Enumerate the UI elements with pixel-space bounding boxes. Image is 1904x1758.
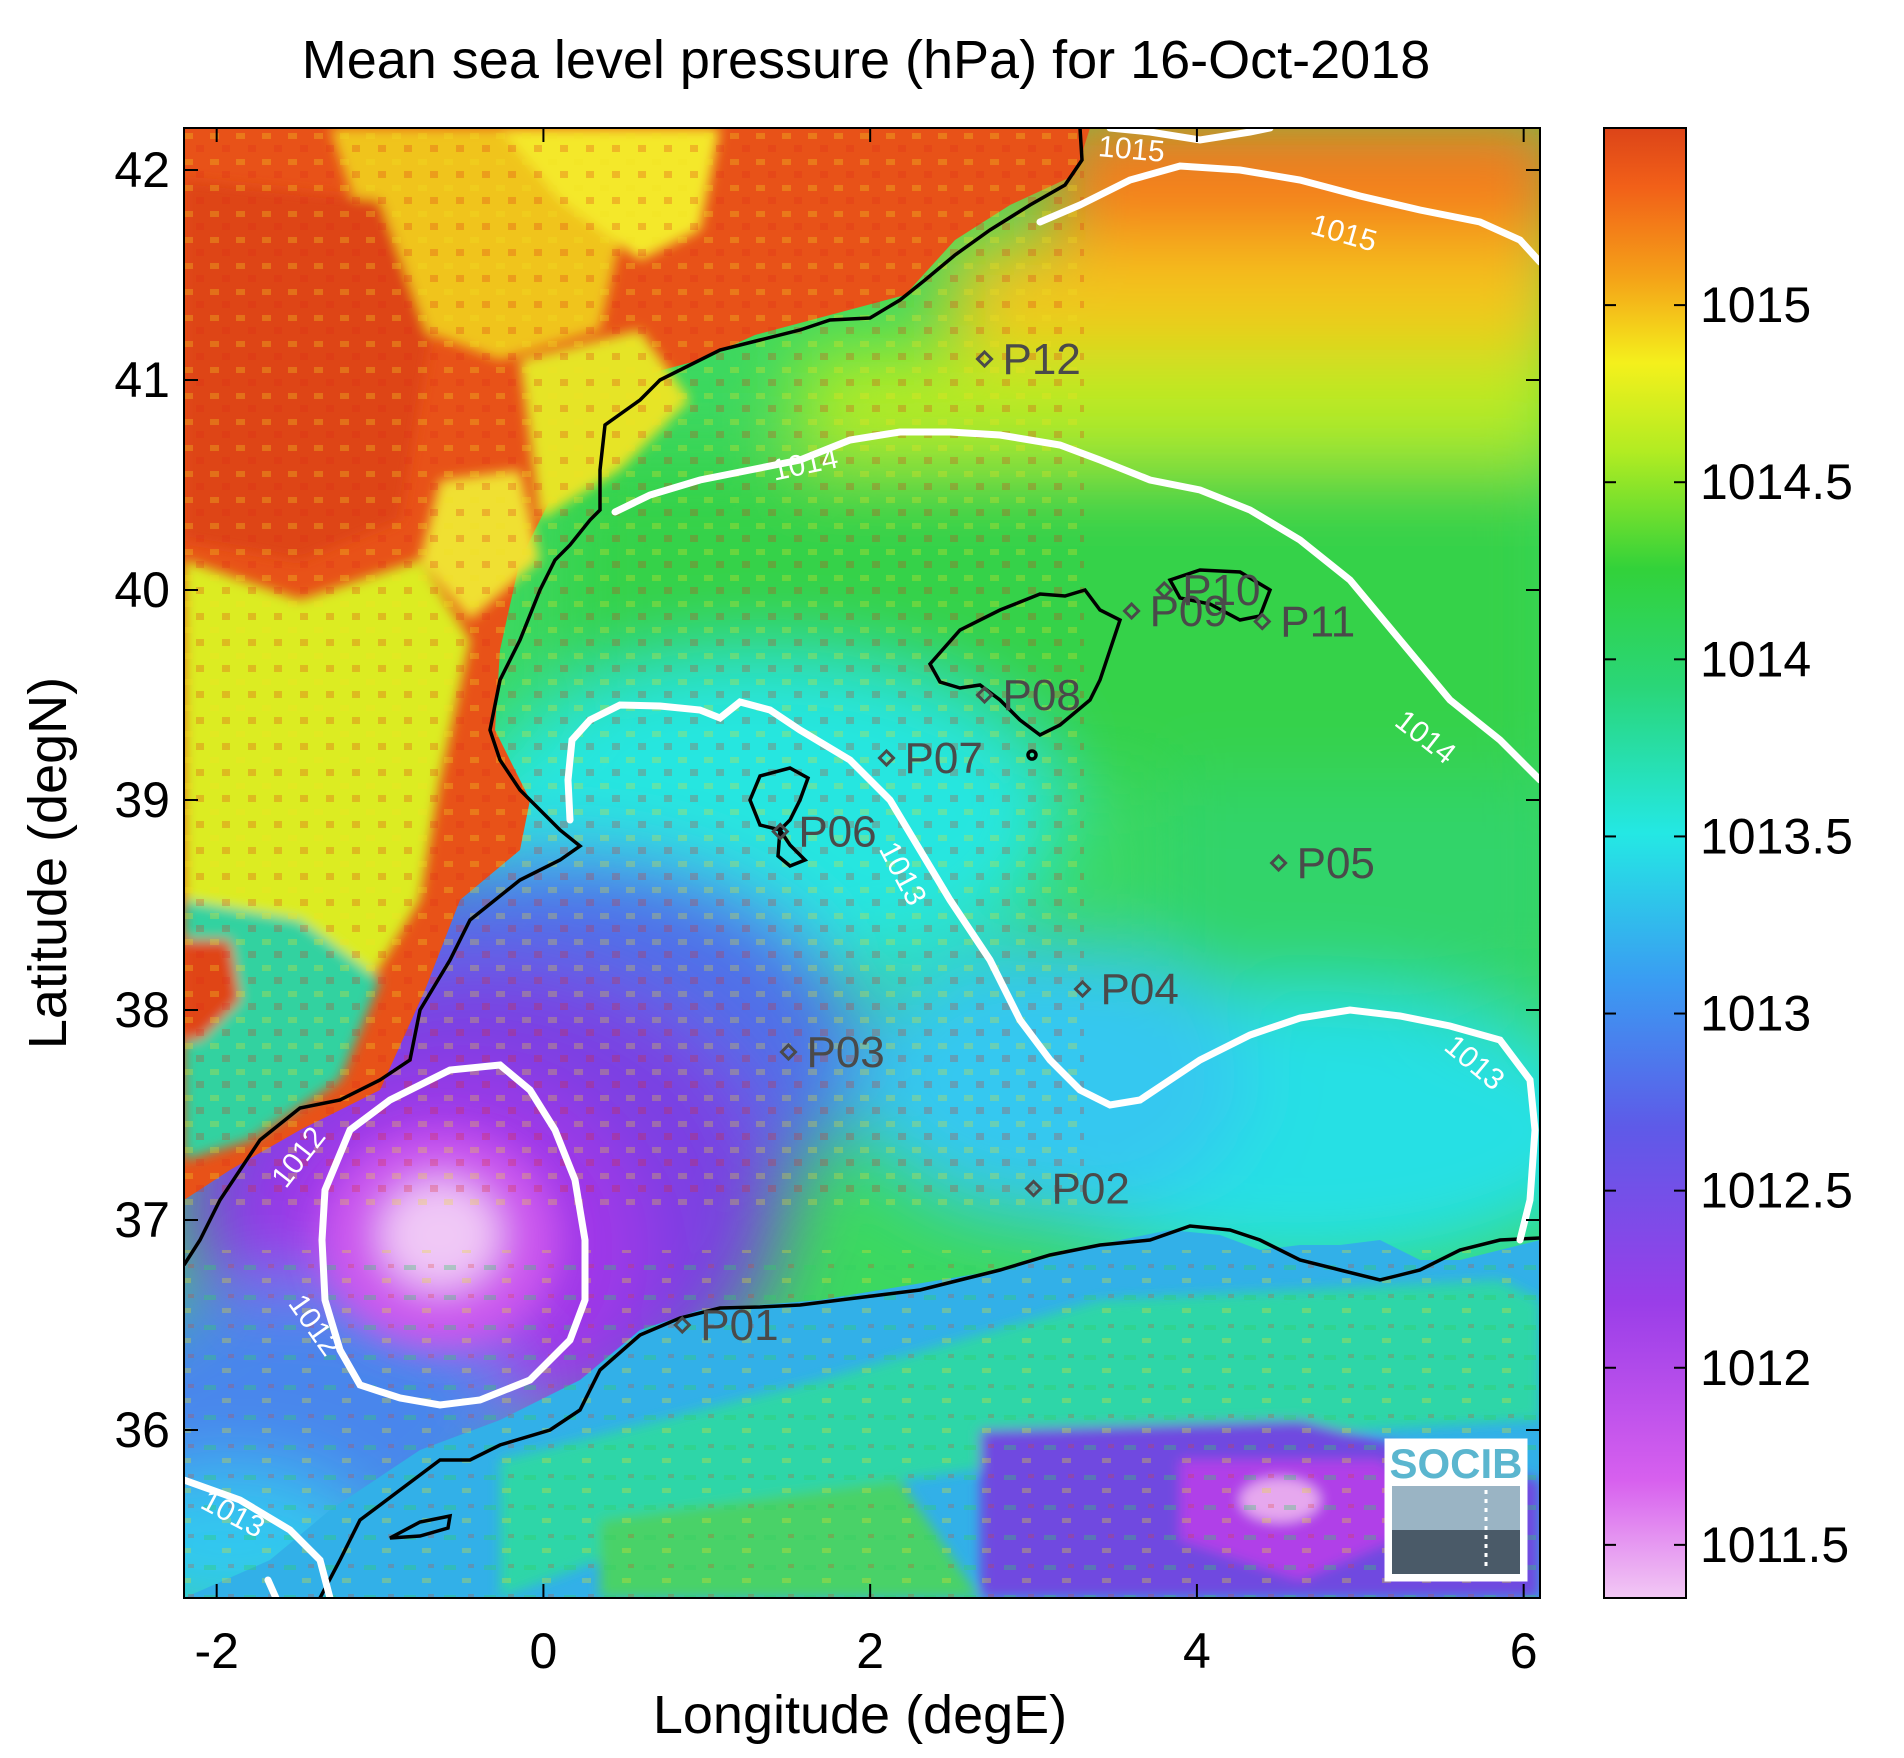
colorbar-gradient [1603, 127, 1687, 1599]
station-marker [673, 1315, 692, 1335]
station-label: P12 [1003, 335, 1081, 384]
station-marker [1155, 580, 1174, 600]
africa-land [184, 1230, 1540, 1598]
station-label: P04 [1101, 965, 1179, 1014]
y-tick-label: 41 [114, 352, 170, 408]
socib-logo: SOCIB [1384, 1438, 1528, 1582]
station-marker [1122, 601, 1141, 621]
colorbar-tick-label: 1015 [1700, 277, 1811, 333]
colorbar-tick-label: 1013.5 [1700, 808, 1853, 864]
y-tick-label: 37 [114, 1192, 170, 1248]
x-tick-label: 2 [856, 1623, 884, 1679]
colorbar-tick-label: 1014 [1700, 631, 1811, 687]
plot-frame [183, 127, 1541, 1599]
x-tick-label: 4 [1183, 1623, 1211, 1679]
station-marker [1269, 853, 1288, 873]
colorbar-tick-label: 1013 [1700, 986, 1811, 1042]
iberia-land [184, 128, 1090, 1208]
chart-title: Mean sea level pressure (hPa) for 16-Oct… [302, 30, 1431, 90]
station-marker [1253, 612, 1272, 631]
y-tick-label: 42 [114, 142, 170, 198]
x-axis-ticks: -2 0 2 4 6 [194, 128, 1538, 1679]
station-marker [1024, 1179, 1043, 1198]
station-marker [771, 822, 790, 841]
station-label: P03 [806, 1028, 884, 1077]
pressure-field [184, 128, 1540, 1598]
y-tick-label: 39 [114, 772, 170, 828]
colorbar-tick-label: 1014.5 [1700, 454, 1853, 510]
colorbar-tick-label: 1012 [1700, 1340, 1811, 1396]
station-marker [1073, 979, 1092, 999]
station-marker [877, 748, 896, 768]
x-tick-label: 6 [1510, 1623, 1538, 1679]
y-tick-label: 38 [114, 982, 170, 1038]
y-axis-ticks: 36 37 38 39 40 41 42 [114, 142, 1540, 1458]
station-marker [779, 1042, 798, 1062]
x-tick-label: -2 [194, 1623, 238, 1679]
station-label: P10 [1182, 566, 1260, 615]
station-label: P06 [798, 808, 876, 857]
x-axis-label: Longitude (degE) [653, 1685, 1067, 1745]
colorbar-tick-label: 1012.5 [1700, 1163, 1853, 1219]
coastline [184, 128, 1540, 1598]
isobar-contours [184, 128, 1540, 1598]
y-axis-label: Latitude (degN) [18, 677, 78, 1049]
station-label: P08 [1003, 671, 1081, 720]
station-label: P07 [905, 734, 983, 783]
station-label: P02 [1052, 1165, 1130, 1214]
contour-label: 1015 [1097, 130, 1166, 169]
station-label: P11 [1280, 598, 1355, 647]
station-label: P05 [1297, 839, 1375, 888]
station-marker [975, 685, 994, 705]
x-tick-label: 0 [530, 1623, 558, 1679]
station-label: P01 [700, 1301, 778, 1350]
colorbar-tick-label: 1011.5 [1700, 1517, 1849, 1573]
y-tick-label: 40 [114, 562, 170, 618]
colorbar: 1011.5 1012 1012.5 1013 1013.5 1014 1014.5 1015 [1603, 127, 1853, 1599]
station-marker [975, 349, 994, 369]
y-tick-label: 36 [114, 1402, 170, 1458]
socib-logo-text: SOCIB [1389, 1440, 1522, 1487]
colorbar-ticks: 1011.5 1012 1012.5 1013 1013.5 1014 1014.5 1015 [1604, 277, 1853, 1573]
